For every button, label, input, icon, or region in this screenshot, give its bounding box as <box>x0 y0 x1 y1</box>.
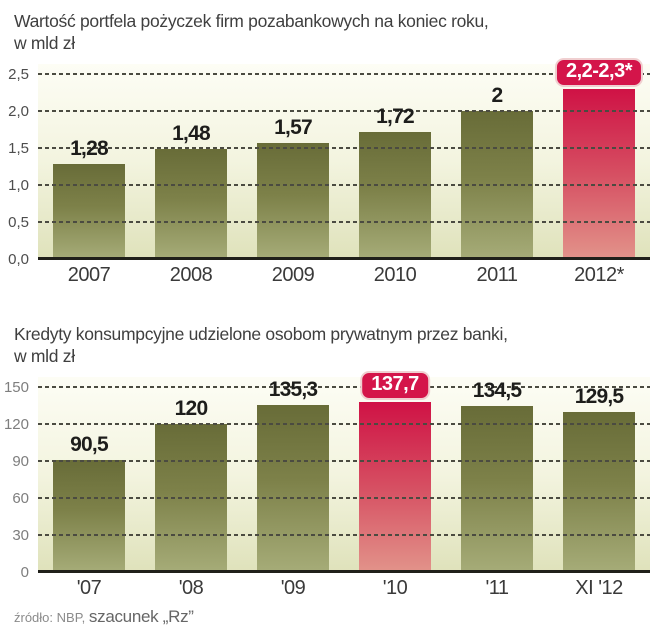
source-note: źródło: NBP, szacunek „Rz” <box>14 607 664 627</box>
bar-value-label: 1,72 <box>376 104 414 128</box>
y-axis-tick: 0,0 <box>8 251 29 268</box>
chart-title-line1: Kredyty konsumpcyjne udzielone osobom pr… <box>14 324 508 344</box>
y-axis-tick: 2,0 <box>8 103 29 120</box>
bar <box>52 460 125 572</box>
x-axis-label: 2011 <box>476 264 518 286</box>
x-axis-label: 2012* <box>574 264 624 286</box>
x-axis-label: 2010 <box>373 264 417 286</box>
source-prefix: źródło: NBP, <box>14 610 86 625</box>
chart-nonbank-loan-portfolio: Wartość portfela pożyczek firm pozabanko… <box>0 10 664 287</box>
bar <box>461 406 533 572</box>
bar <box>155 149 227 259</box>
bar-value-label: 120 <box>174 397 208 420</box>
y-axis-tick: 150 <box>3 379 29 396</box>
bar-value-label: 90,5 <box>70 433 108 457</box>
bar <box>257 405 329 572</box>
chart-area: 150 120 90 60 30 0 90,5 120 135,3 137,7 134,5 129,5… <box>0 371 664 600</box>
bar-value-label: 1,28 <box>70 137 108 161</box>
bar-value-label: 2 <box>491 84 504 107</box>
plot-area: 150 120 90 60 30 0 90,5 120 135,3 137,7 134,5 129,5 <box>4 371 650 581</box>
chart-title: Wartość portfela pożyczek firm pozabanko… <box>14 10 650 54</box>
bar-value-label: 129,5 <box>574 385 624 409</box>
bar-value-label: 134,5 <box>472 379 522 403</box>
bar <box>257 142 329 259</box>
y-axis-tick: 1,0 <box>8 177 29 194</box>
x-axis-labels: 2007 2008 2009 2010 2011 2012* <box>38 264 650 287</box>
bar-value-label: 1,48 <box>172 122 210 146</box>
chart-title-line1: Wartość portfela pożyczek firm pozabanko… <box>14 11 489 31</box>
chart-area: 2,5 2,0 1,5 1,0 0,5 0,0 1,28 1,48 1,57 1,72 2 2,2-2… <box>0 57 664 287</box>
gridline <box>38 110 650 112</box>
y-axis-tick: 120 <box>3 416 29 433</box>
gridline <box>38 460 650 462</box>
gridline <box>38 184 650 186</box>
bar <box>563 412 635 572</box>
highlight-badge: 2,2-2,3* <box>554 57 644 87</box>
x-axis-label: 2008 <box>169 264 213 286</box>
gridline <box>38 221 650 223</box>
x-axis-label: 2009 <box>271 264 315 286</box>
y-axis-tick: 90 <box>12 453 29 470</box>
bar-highlighted <box>359 402 431 572</box>
chart-title: Kredyty konsumpcyjne udzielone osobom pr… <box>14 323 650 367</box>
x-axis-label: '07 <box>76 577 102 599</box>
chart-consumer-credit: Kredyty konsumpcyjne udzielone osobom pr… <box>0 323 664 600</box>
gridline <box>38 534 650 536</box>
x-axis-line <box>38 257 650 260</box>
y-axis-tick: 0,5 <box>8 214 29 231</box>
y-axis-tick: 30 <box>12 527 29 544</box>
x-axis-label: '09 <box>280 577 306 599</box>
x-axis-labels: '07 '08 '09 '10 '11 XI '12 <box>38 577 650 600</box>
y-axis-tick: 2,5 <box>8 66 29 83</box>
x-axis-line <box>38 570 650 573</box>
x-axis-label: XI '12 <box>575 577 623 599</box>
x-axis-label: '11 <box>485 577 509 599</box>
gridline <box>38 73 650 75</box>
y-axis-tick: 1,5 <box>8 140 29 157</box>
gridline <box>38 423 650 425</box>
chart-title-line2: w mld zł <box>14 33 75 53</box>
gridline <box>38 497 650 499</box>
bar-value-label: 1,57 <box>274 115 312 139</box>
y-axis-tick: 60 <box>12 490 29 507</box>
chart-title-line2: w mld zł <box>14 346 75 366</box>
gridline <box>38 147 650 149</box>
x-axis-label: '10 <box>382 577 408 599</box>
bar <box>52 164 125 259</box>
bar-value-label: 135,3 <box>268 378 318 402</box>
bar-highlighted <box>563 88 635 259</box>
source-emphasis: szacunek „Rz” <box>88 607 194 626</box>
bar <box>359 131 431 259</box>
plot-area: 2,5 2,0 1,5 1,0 0,5 0,0 1,28 1,48 1,57 1,72 2 2,2-2… <box>8 57 650 268</box>
y-axis-tick: 0 <box>20 564 29 581</box>
x-axis-label: 2007 <box>67 264 111 286</box>
x-axis-label: '08 <box>178 577 204 599</box>
gridline <box>38 386 650 388</box>
highlight-badge: 137,7 <box>360 371 430 401</box>
